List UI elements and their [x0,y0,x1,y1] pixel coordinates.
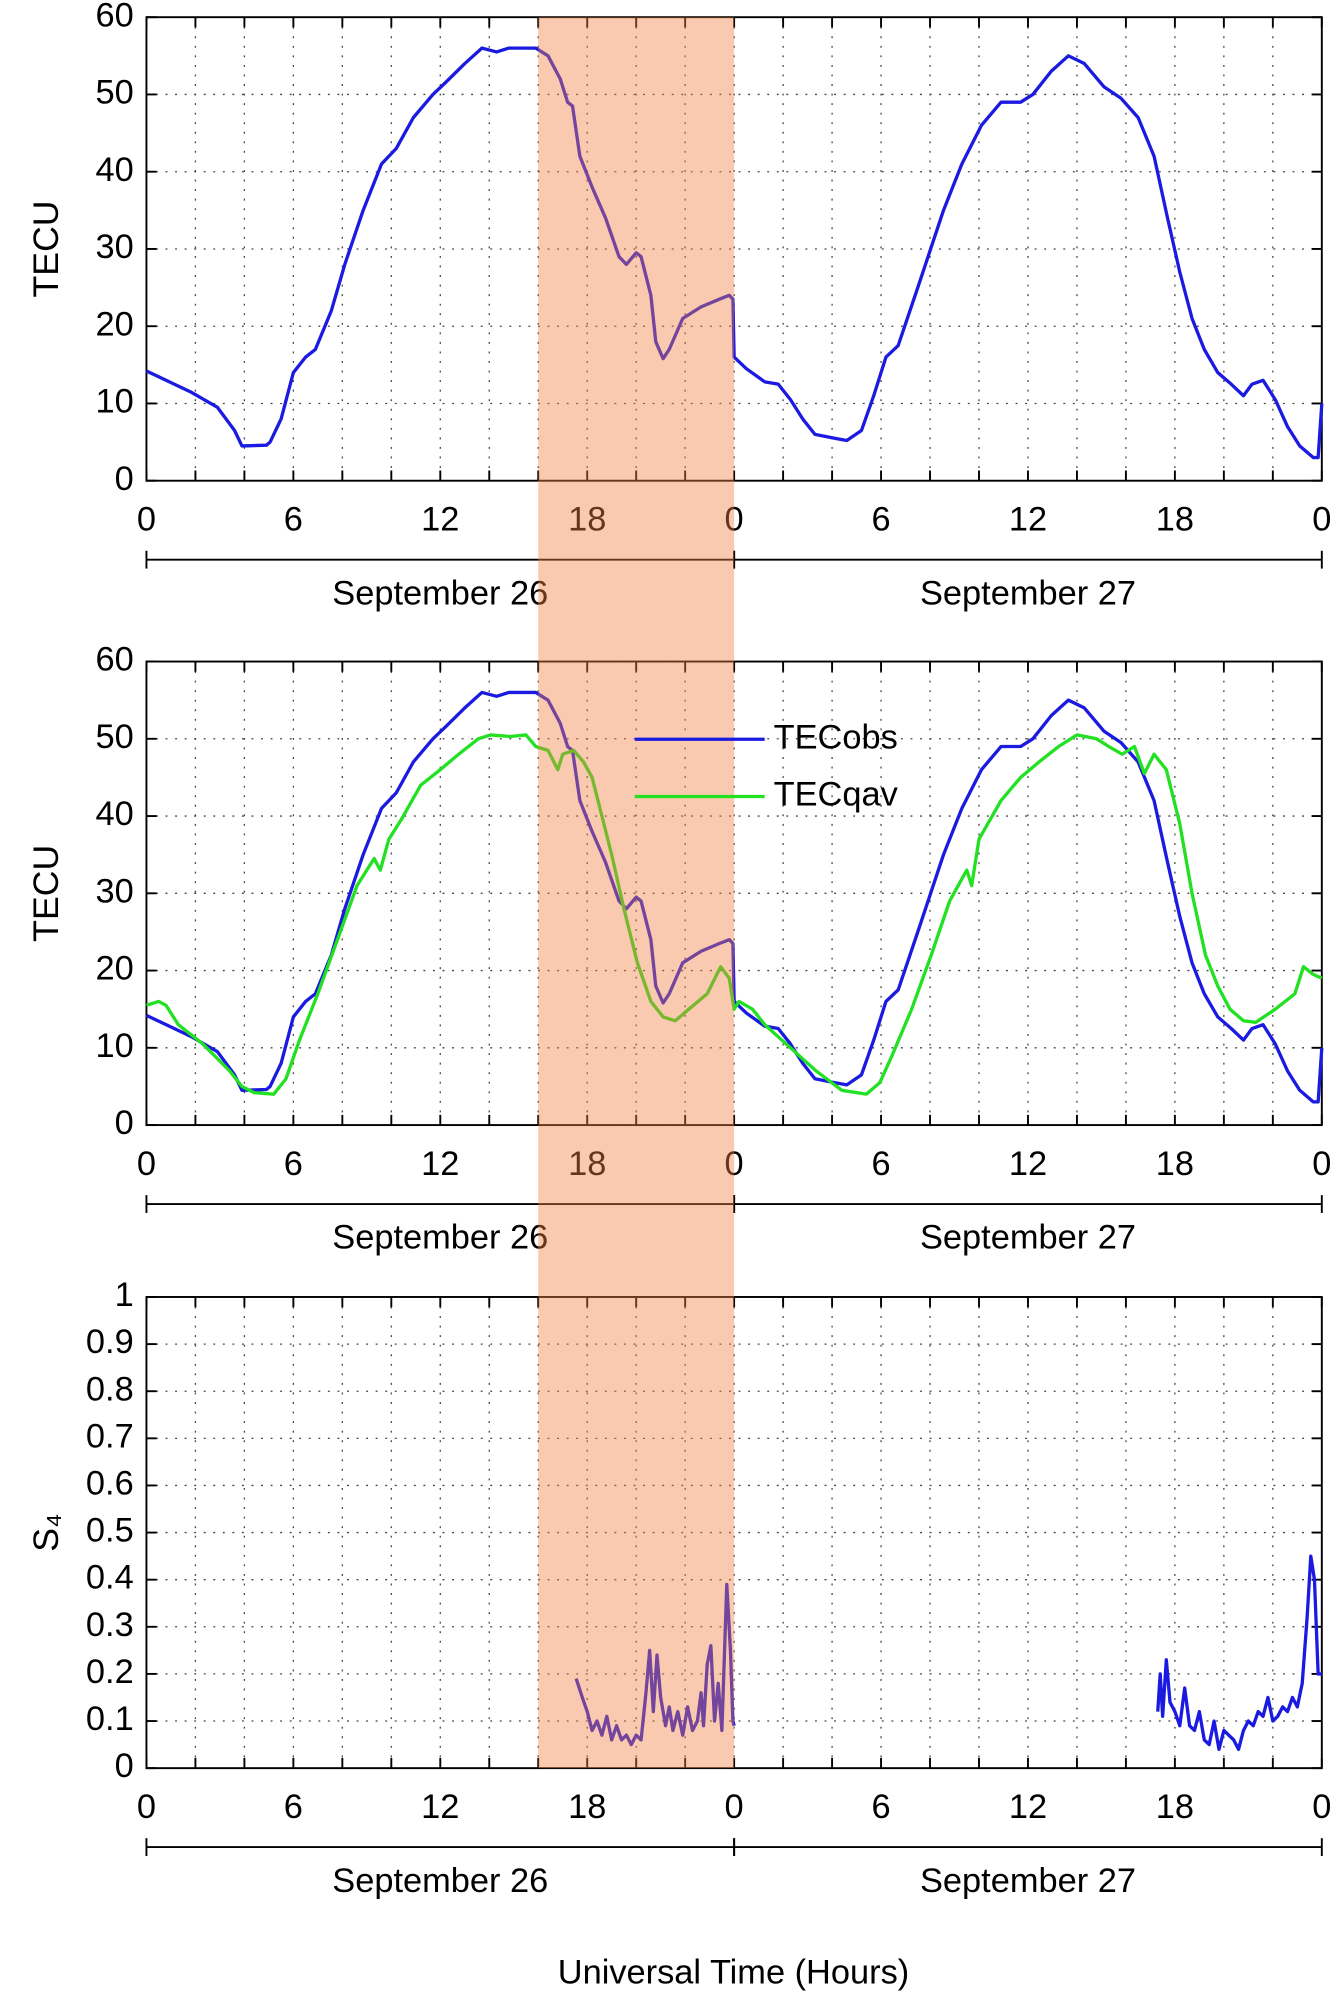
y-axis-label: S₄ [26,1513,66,1551]
period-label: September 27 [920,1219,1136,1257]
data-line [145,46,1324,460]
y-tick-label: 20 [95,305,133,343]
y-tick-label: 0 [115,1104,134,1142]
y-tick-label: 1 [115,1276,134,1314]
x-tick-label: 0 [1312,1145,1331,1183]
y-tick-label: 0 [115,1747,134,1785]
y-tick-label: 0.3 [86,1606,134,1644]
x-tick-label: 0 [725,1788,744,1826]
period-label: September 26 [332,1862,548,1900]
plot-frame [145,660,1323,1127]
y-tick-label: 10 [95,383,133,421]
legend-label: TECqav [774,776,899,814]
y-tick-label: 10 [95,1027,133,1065]
x-tick-label: 18 [1156,501,1194,539]
x-tick-label: 12 [1009,1788,1047,1826]
y-tick-label: 0.5 [86,1512,134,1550]
x-tick-label: 18 [1156,1145,1194,1183]
y-tick-label: 0.4 [86,1559,134,1597]
y-axis-label: TECU [26,845,66,942]
x-tick-label: 12 [421,501,459,539]
y-tick-label: 0.9 [86,1323,134,1361]
y-tick-label: 60 [95,0,133,34]
y-tick-label: 0.1 [86,1700,134,1738]
y-tick-label: 0 [115,460,134,498]
y-tick-label: 20 [95,950,133,988]
x-tick-label: 0 [725,1145,744,1183]
y-tick-label: 0.6 [86,1465,134,1503]
period-label: September 27 [920,574,1136,612]
x-tick-label: 0 [1312,501,1331,539]
y-tick-label: 50 [95,718,133,756]
y-axis-label: TECU [26,200,66,297]
y-tick-label: 0.7 [86,1417,134,1455]
x-tick-label: 6 [284,1145,303,1183]
x-tick-label: 6 [871,1788,890,1826]
x-tick-label: 0 [137,501,156,539]
x-tick-label: 0 [137,1145,156,1183]
x-tick-label: 6 [871,1145,890,1183]
x-tick-label: 18 [568,1145,606,1183]
x-tick-label: 6 [284,501,303,539]
x-tick-label: 6 [871,501,890,539]
data-line [145,690,1324,1104]
period-label: September 27 [920,1862,1136,1900]
y-tick-label: 50 [95,74,133,112]
x-tick-label: 18 [1156,1788,1194,1826]
x-tick-label: 12 [421,1788,459,1826]
x-tick-label: 0 [137,1788,156,1826]
y-tick-label: 40 [95,151,133,189]
x-tick-label: 6 [284,1788,303,1826]
x-axis-label: Universal Time (Hours) [558,1954,909,1992]
legend-label: TECobs [774,718,898,756]
shaded-interval [538,17,735,1769]
y-tick-label: 40 [95,795,133,833]
plot-frame [145,16,1323,482]
y-tick-label: 30 [95,872,133,910]
x-tick-label: 0 [725,501,744,539]
x-tick-label: 12 [421,1145,459,1183]
y-tick-label: 0.8 [86,1370,134,1408]
data-line [145,733,1323,1096]
x-tick-label: 0 [1312,1788,1331,1826]
data-line [574,1554,1322,1751]
plot-frame [145,1296,1323,1770]
y-tick-label: 0.2 [86,1653,134,1691]
x-tick-label: 18 [568,501,606,539]
x-tick-label: 12 [1009,501,1047,539]
x-tick-label: 18 [568,1788,606,1826]
period-label: September 26 [332,574,548,612]
period-label: September 26 [332,1219,548,1257]
x-tick-label: 12 [1009,1145,1047,1183]
y-tick-label: 30 [95,228,133,266]
y-tick-label: 60 [95,641,133,679]
